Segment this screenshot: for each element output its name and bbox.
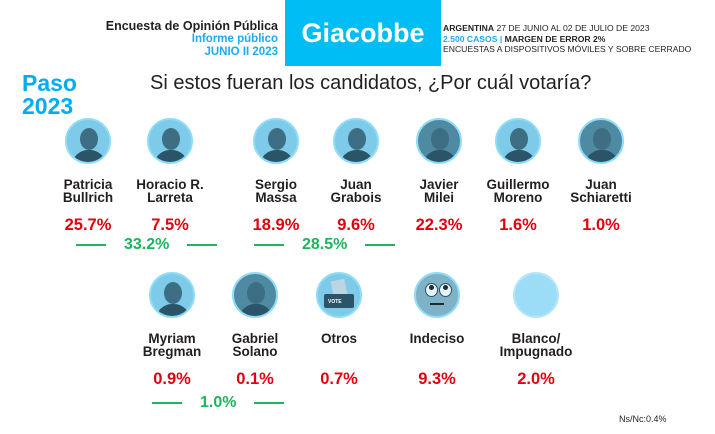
- survey-method: ENCUESTAS A DISPOSITIVOS MÓVILES Y SOBRE…: [443, 44, 692, 54]
- divider-line: [152, 402, 182, 404]
- section-label-line2: 2023: [22, 93, 74, 119]
- report-period: JUNIO II 2023: [204, 46, 278, 58]
- candidate-percent: 0.9%: [153, 370, 191, 388]
- candidate-percent: 9.6%: [337, 216, 375, 234]
- candidate-percent: 22.3%: [415, 216, 463, 234]
- candidate-card: Blanco/Impugnado 2.0%: [486, 272, 586, 389]
- group-total-value: 33.2%: [124, 236, 170, 253]
- divider-line: [365, 244, 396, 246]
- candidate-name: Sergio Massa: [254, 177, 297, 205]
- ballot-box-icon: VOTE: [316, 272, 362, 318]
- candidate-name: Horacio R. Larreta: [136, 177, 204, 205]
- survey-header-left: Encuesta de Opinión Pública Informe públ…: [106, 20, 278, 59]
- ns-nc-footnote: Ns/Nc:0.4%: [619, 414, 667, 424]
- candidate-percent: 1.0%: [582, 216, 620, 234]
- candidate-percent: 1.6%: [499, 216, 537, 234]
- candidate-name: Patricia Bullrich: [62, 177, 114, 205]
- survey-header-right: ARGENTINA 27 DE JUNIO AL 02 DE JULIO DE …: [443, 23, 691, 55]
- candidate-card: VOTE Otros 0.7%: [289, 272, 389, 389]
- case-count: 2.500 CASOS: [443, 33, 498, 44]
- divider-line: [76, 244, 106, 246]
- candidate-card: Javier Milei 22.3%: [389, 118, 489, 235]
- group-total-uxp: 28.5%: [254, 236, 396, 254]
- candidate-card: Patricia Bullrich 25.7%: [38, 118, 138, 235]
- candidate-name: Javier Milei: [419, 177, 459, 205]
- candidate-name: Myriam Bregman: [142, 331, 202, 359]
- divider-line: [187, 244, 218, 246]
- candidate-photo-icon: [495, 118, 541, 164]
- candidate-card: Gabriel Solano 0.1%: [205, 272, 305, 389]
- candidate-photo-icon: [253, 118, 299, 164]
- separator: |: [499, 33, 503, 44]
- candidate-card: Sergio Massa 18.9%: [226, 118, 326, 235]
- candidate-name: Juan Schiaretti: [570, 177, 632, 205]
- candidate-name: Indeciso: [409, 331, 465, 346]
- brand-logo: Giacobbe: [285, 0, 441, 66]
- section-label: Paso 2023: [22, 72, 77, 118]
- candidate-name: Blanco/Impugnado: [499, 331, 573, 359]
- candidate-card: Myriam Bregman 0.9%: [122, 272, 222, 389]
- candidate-percent: 0.7%: [320, 370, 358, 388]
- candidate-photo-icon: [147, 118, 193, 164]
- candidate-percent: 9.3%: [418, 370, 456, 388]
- candidate-card: Horacio R. Larreta 7.5%: [120, 118, 220, 235]
- candidate-photo-icon: [333, 118, 379, 164]
- candidate-name: Gabriel Solano: [231, 331, 279, 359]
- candidate-percent: 18.9%: [252, 216, 300, 234]
- report-type: Informe público: [191, 33, 278, 45]
- candidate-card: Indeciso 9.3%: [387, 272, 487, 389]
- group-total-value: 28.5%: [302, 236, 348, 253]
- group-total-jxc: 33.2%: [76, 236, 218, 254]
- question-title: Si estos fueran los candidatos, ¿Por cuá…: [150, 72, 592, 94]
- divider-line: [254, 244, 284, 246]
- blank-circle-icon: [513, 272, 559, 318]
- candidate-photo-icon: [578, 118, 624, 164]
- group-total-value: 1.0%: [200, 394, 237, 411]
- candidate-card: Guillermo Moreno 1.6%: [468, 118, 568, 235]
- candidate-photo-icon: [232, 272, 278, 318]
- candidate-percent: 2.0%: [517, 370, 555, 388]
- candidate-percent: 0.1%: [236, 370, 274, 388]
- survey-dates: 27 DE JUNIO AL 02 DE JULIO DE 2023: [496, 23, 650, 33]
- section-label-line1: Paso: [22, 70, 77, 96]
- candidate-name: Guillermo Moreno: [486, 177, 550, 205]
- candidate-photo-icon: [149, 272, 195, 318]
- candidate-name: Otros: [320, 331, 357, 346]
- survey-title: Encuesta de Opinión Pública: [105, 19, 278, 33]
- candidate-name: Juan Grabois: [330, 177, 382, 205]
- candidate-card: Juan Grabois 9.6%: [306, 118, 406, 235]
- candidate-photo-icon: [416, 118, 462, 164]
- candidate-card: Juan Schiaretti 1.0%: [551, 118, 651, 235]
- country: ARGENTINA: [443, 23, 495, 33]
- divider-line: [254, 402, 285, 404]
- group-total-fit: 1.0%: [152, 394, 285, 412]
- margin-of-error: MARGEN DE ERROR 2%: [504, 33, 606, 44]
- candidate-percent: 7.5%: [151, 216, 189, 234]
- candidate-percent: 25.7%: [64, 216, 112, 234]
- candidate-photo-icon: [65, 118, 111, 164]
- eye-roll-emoji-icon: [414, 272, 460, 318]
